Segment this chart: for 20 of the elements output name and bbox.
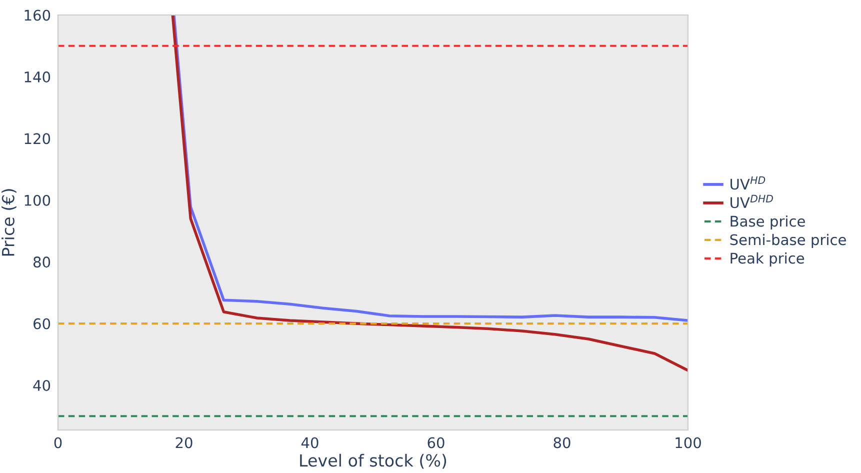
x-axis-title: Level of stock (%): [300, 454, 446, 469]
x-tick-label: 80: [554, 437, 570, 448]
legend-label: Semi-base price: [730, 234, 846, 248]
y-tick-label: 120: [24, 133, 50, 144]
legend-label: Base price: [730, 215, 805, 230]
y-tick-label: 40: [33, 380, 50, 392]
x-tick-label: 40: [301, 437, 318, 448]
legend-label: UV$^{HD}$: [730, 176, 766, 190]
x-tick-label: 20: [176, 437, 192, 448]
x-tick-label: 0: [54, 437, 62, 448]
y-tick-label: 140: [24, 71, 50, 82]
x-tick-label: 100: [676, 437, 701, 448]
y-tick-label: 100: [24, 194, 50, 206]
legend-label: UV$^{DHD}$: [730, 194, 773, 208]
y-tick-label: 80: [33, 256, 50, 268]
y-axis-title: Price (€): [2, 189, 16, 256]
y-tick-label: 60: [34, 318, 50, 330]
x-tick-label: 60: [428, 437, 444, 448]
legend-label: Peak price: [730, 252, 804, 267]
y-tick-label: 160: [24, 10, 50, 21]
